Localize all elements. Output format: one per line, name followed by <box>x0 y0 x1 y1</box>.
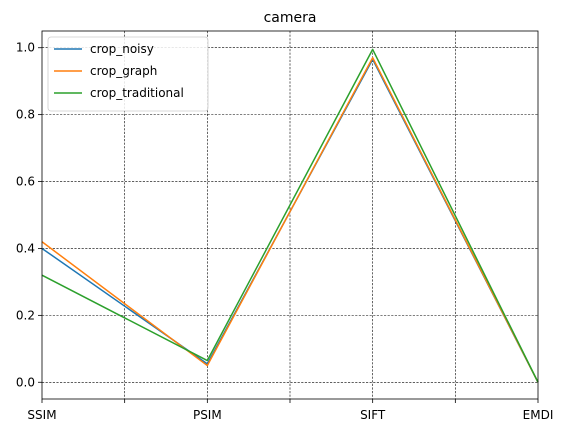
series-lines <box>41 48 539 383</box>
y-tick-label: 1.0 <box>16 41 35 55</box>
y-tick-label: 0.2 <box>16 308 35 322</box>
series-line-crop_traditional <box>41 48 539 383</box>
legend-box <box>47 36 209 112</box>
y-tick-label: 0.4 <box>16 241 35 255</box>
y-tick-label: 0.6 <box>16 175 35 189</box>
legend-label-crop_noisy: crop_noisy <box>90 42 154 56</box>
x-tick-label: SIFT <box>360 408 386 422</box>
axis-ticks: 0.0 0.2 0.4 0.6 0.8 1.0 SSIM PSIM SIFT EMDI <box>16 41 553 422</box>
series-line-crop_graph <box>41 57 539 383</box>
x-tick-label: SSIM <box>27 408 56 422</box>
legend-label-crop_traditional: crop_traditional <box>90 86 184 100</box>
y-tick-label: 0.0 <box>16 375 35 389</box>
legend: crop_noisy crop_graph crop_traditional <box>47 36 209 112</box>
chart-title: camera <box>264 10 317 26</box>
y-tick-label: 0.8 <box>16 108 35 122</box>
x-tick-label: PSIM <box>193 408 222 422</box>
legend-label-crop_graph: crop_graph <box>90 64 157 78</box>
x-tick-label: EMDI <box>523 408 554 422</box>
